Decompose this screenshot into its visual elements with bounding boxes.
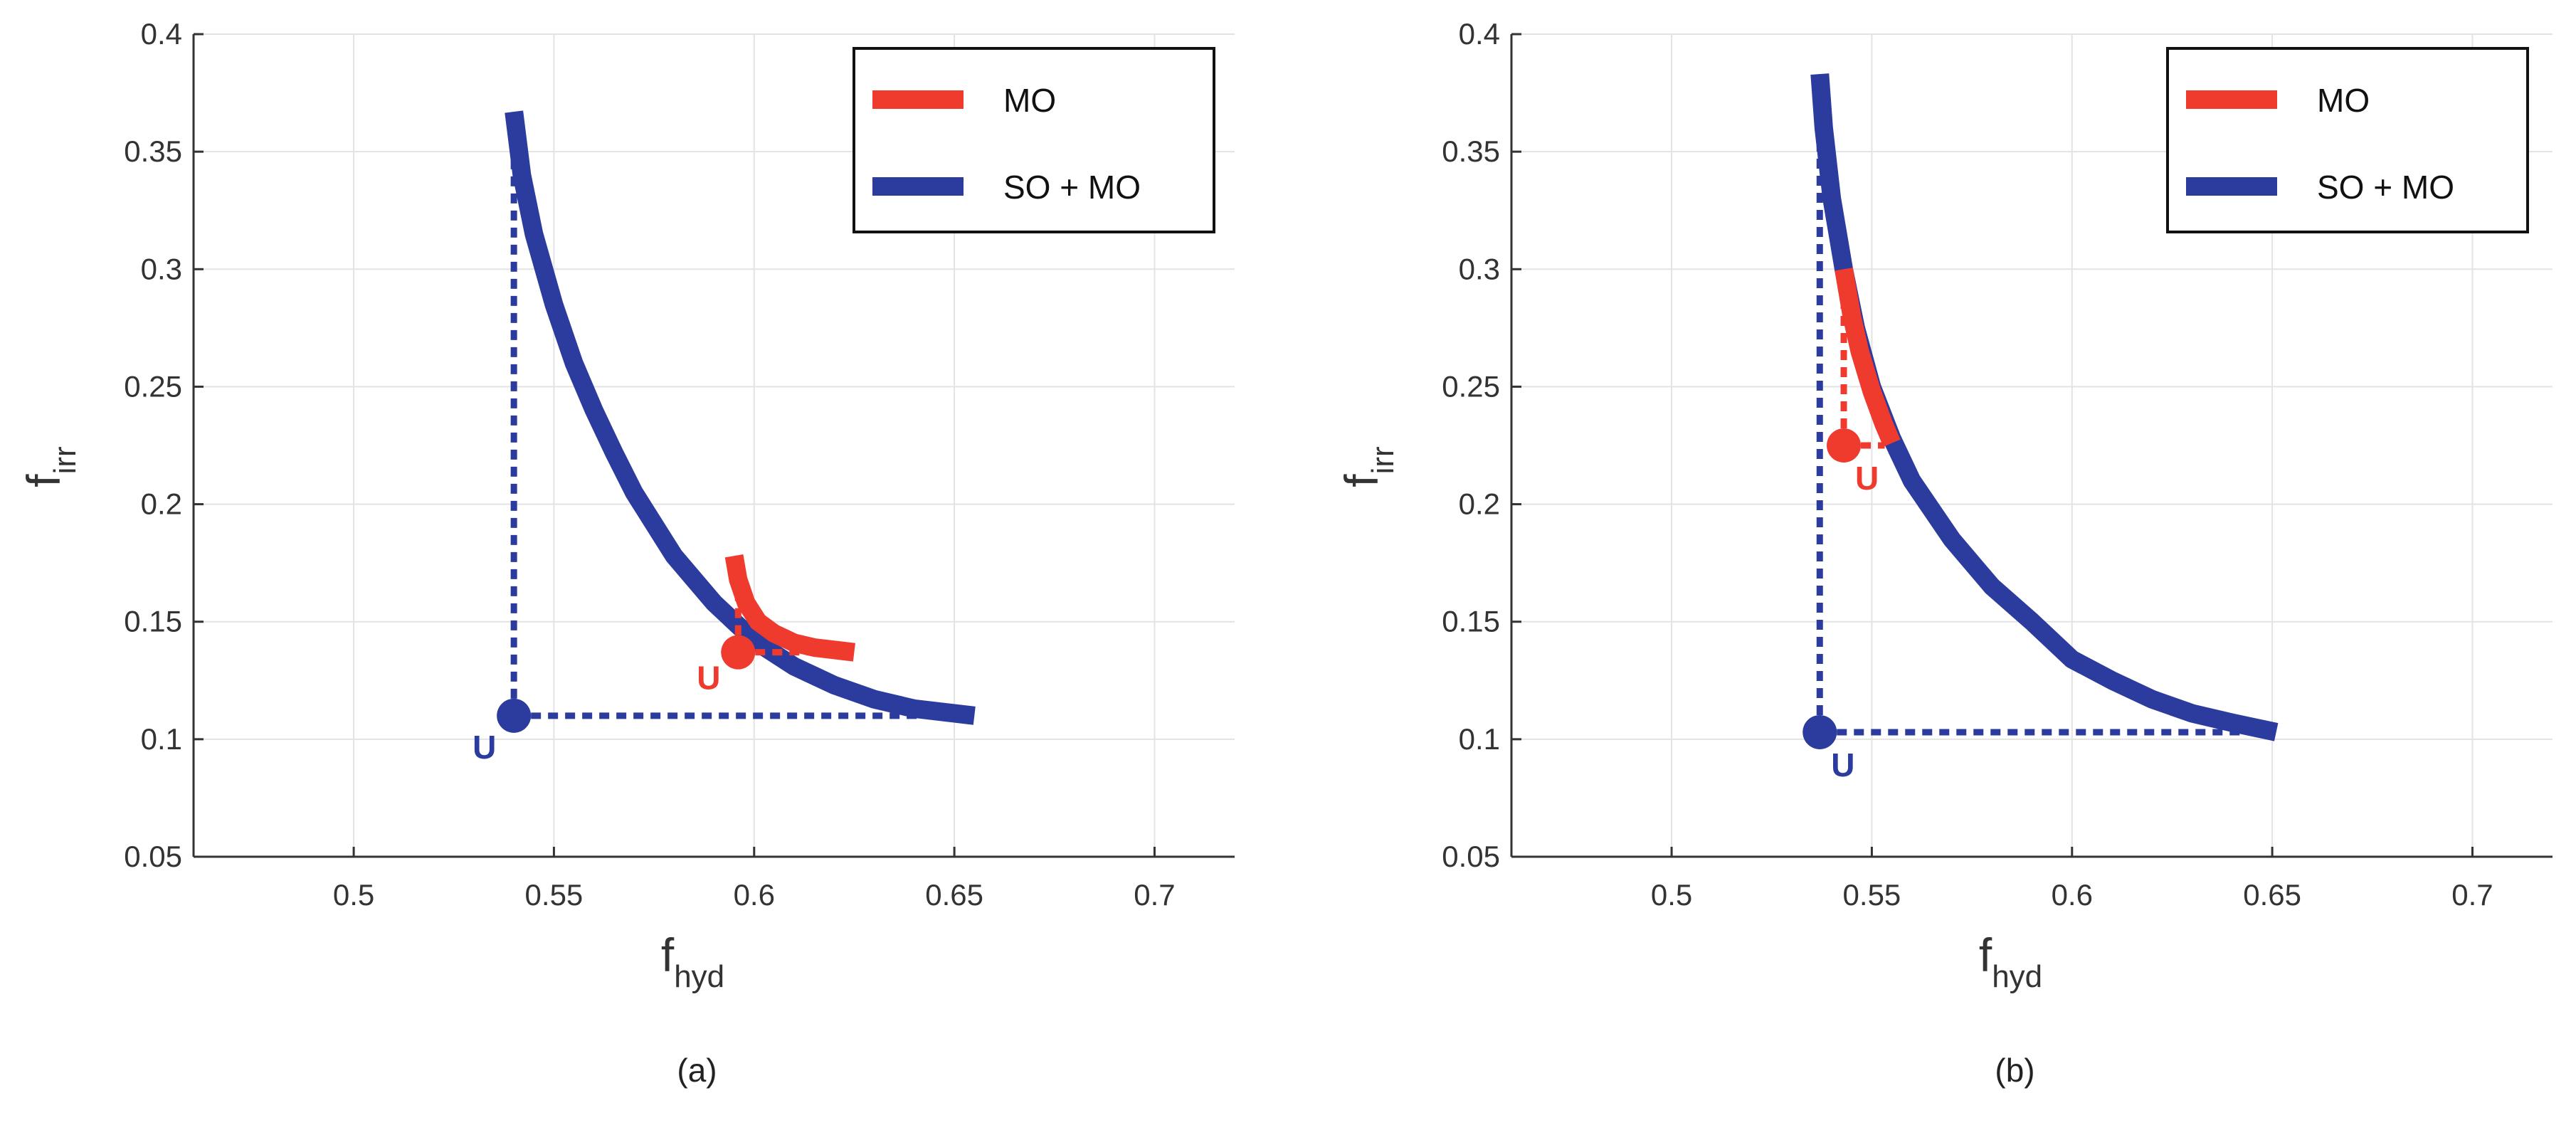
x-tick-label: 0.55 [1843, 878, 1901, 912]
utopia-label: U [697, 660, 720, 697]
legend: MO SO + MO [852, 47, 1215, 233]
x-tick-label: 0.55 [525, 878, 584, 912]
y-tick-label: 0.35 [1442, 134, 1500, 168]
series-mo: U [1827, 268, 1901, 497]
x-tick-label: 0.5 [333, 878, 374, 912]
legend-label: SO + MO [1003, 169, 1141, 206]
y-tick-label: 0.4 [141, 17, 182, 51]
y-tick-label: 0.3 [1459, 252, 1500, 285]
x-tick-label: 0.5 [1651, 878, 1692, 912]
pareto-front-line [1835, 268, 1901, 447]
y-axis-label: firr [17, 446, 83, 487]
chart-caption: (b) [1995, 1052, 2034, 1089]
y-tick-label: 0.2 [1459, 487, 1500, 521]
series-so-mo: U [1802, 73, 2279, 783]
utopia-label: U [473, 729, 496, 766]
chart-a: 0.5 0.55 0.6 0.65 0.7 0.05 0.1 0.15 0.2 0.25 0.3 0.… [17, 17, 1235, 1089]
x-axis-label-sub: hyd [1992, 959, 2042, 994]
y-axis-label-sub: irr [1366, 446, 1400, 474]
series-so-mo: U [473, 110, 976, 766]
legend: MO SO + MO [2166, 47, 2529, 233]
y-tick-label: 0.05 [124, 840, 182, 873]
y-tick-label: 0.25 [1442, 369, 1500, 403]
x-tick-label: 0.65 [2243, 878, 2301, 912]
y-axis-label-sub: irr [48, 446, 83, 474]
x-axis-label-sub: hyd [674, 959, 724, 994]
utopia-point [497, 698, 532, 733]
y-tick-label: 0.25 [124, 369, 182, 403]
legend-box [852, 47, 1215, 233]
chart-caption: (a) [677, 1052, 717, 1089]
legend-label: MO [2317, 82, 2370, 119]
x-axis-label: fhyd [1979, 929, 2042, 994]
x-tick-label: 0.7 [2451, 878, 2493, 912]
x-tick-label: 0.6 [2052, 878, 2093, 912]
legend-label: SO + MO [2317, 169, 2454, 206]
x-tick-label: 0.7 [1134, 878, 1175, 912]
utopia-point [721, 635, 756, 670]
y-tick-label: 0.05 [1442, 840, 1500, 873]
utopia-point [1827, 428, 1862, 463]
series-mo: U [697, 554, 855, 697]
utopia-label: U [1855, 460, 1879, 497]
y-tick-label: 0.35 [124, 134, 182, 168]
y-tick-label: 0.3 [141, 252, 182, 285]
pareto-front-line [505, 110, 976, 725]
x-tick-label: 0.65 [925, 878, 983, 912]
legend-label: MO [1003, 82, 1056, 119]
x-axis-label: fhyd [661, 929, 724, 994]
x-tick-label: 0.6 [734, 878, 775, 912]
y-tick-label: 0.1 [141, 722, 182, 756]
pareto-front-line [724, 554, 855, 662]
y-tick-label: 0.1 [1459, 722, 1500, 756]
y-tick-label: 0.4 [1459, 17, 1500, 51]
legend-box [2166, 47, 2529, 233]
pareto-front-line [1810, 73, 2279, 741]
y-axis-label: firr [1335, 446, 1400, 487]
utopia-label: U [1831, 746, 1854, 783]
utopia-point [1802, 714, 1837, 749]
chart-b: 0.5 0.55 0.6 0.65 0.7 0.05 0.1 0.15 0.2 0.25 0.3 0.… [1335, 17, 2553, 1089]
y-tick-label: 0.2 [141, 487, 182, 521]
y-tick-label: 0.15 [124, 605, 182, 638]
y-tick-label: 0.15 [1442, 605, 1500, 638]
